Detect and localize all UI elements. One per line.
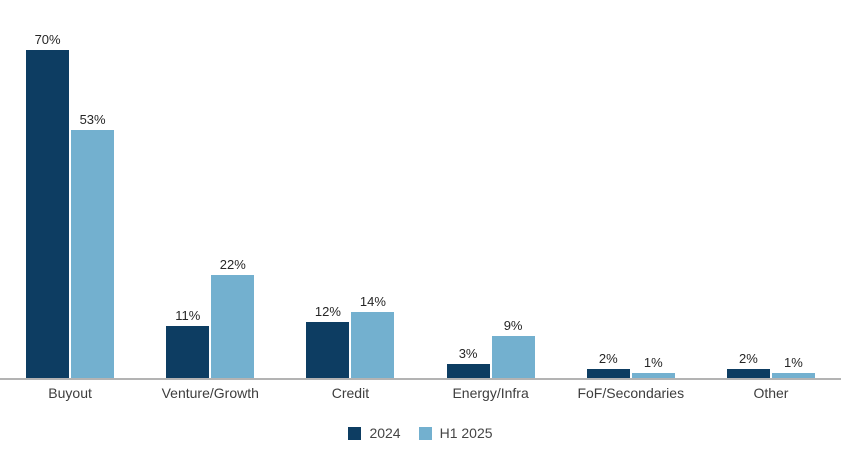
value-label: 9% — [503, 318, 523, 333]
x-axis-category-labels: Buyout Venture/Growth Credit Energy/Infra Fo… — [0, 385, 841, 401]
bar-pair: 12% 14% — [306, 294, 395, 378]
bar-wrap: 53% — [71, 112, 115, 378]
plot-area: 70% 53% 11% 22% 12% 14% 3% 9% 2% 1% 2% 1% — [0, 0, 841, 378]
legend: 2024 H1 2025 — [0, 426, 841, 440]
value-label: 14% — [359, 294, 386, 309]
value-label: 2% — [739, 351, 758, 366]
bar-2024 — [166, 326, 210, 378]
bar-group-buyout: 70% 53% — [0, 0, 140, 378]
value-label: 11% — [175, 308, 201, 323]
bar-2024 — [26, 50, 70, 378]
category-label: Other — [753, 385, 789, 401]
category-label: Energy/Infra — [452, 385, 529, 401]
bar-wrap: 2% — [586, 351, 630, 378]
legend-swatch-h1-2025 — [418, 426, 432, 440]
bar-wrap: 70% — [26, 32, 70, 378]
bar-h1-2025 — [211, 275, 255, 378]
value-label: 1% — [643, 355, 663, 370]
bar-wrap: 3% — [446, 346, 490, 378]
bar-wrap: 11% — [166, 308, 210, 378]
bar-wrap: 2% — [726, 351, 770, 378]
bar-2024 — [586, 369, 630, 378]
category-label: FoF/Secondaries — [577, 385, 685, 401]
bar-wrap: 12% — [306, 304, 350, 378]
bar-wrap: 1% — [631, 355, 675, 378]
bar-2024 — [446, 364, 490, 378]
bar-wrap: 1% — [771, 355, 815, 378]
value-label: 1% — [784, 355, 803, 370]
bar-2024 — [726, 369, 770, 378]
legend-label-h1-2025: H1 2025 — [439, 425, 493, 441]
category-label: Credit — [331, 385, 370, 401]
value-label: 22% — [219, 257, 246, 272]
value-label: 2% — [598, 351, 618, 366]
bar-pair: 2% 1% — [726, 351, 815, 378]
legend-item-2024: 2024 — [348, 425, 401, 441]
bar-wrap: 9% — [491, 318, 535, 378]
category-label: Buyout — [48, 385, 92, 401]
x-axis-line — [0, 378, 841, 380]
bar-h1-2025 — [631, 373, 675, 378]
bar-h1-2025 — [491, 336, 535, 378]
bar-pair: 3% 9% — [446, 318, 535, 378]
legend-swatch-2024 — [348, 426, 362, 440]
bar-2024 — [306, 322, 350, 378]
bar-group-credit: 12% 14% — [280, 0, 420, 378]
bar-group-energy-infra: 3% 9% — [421, 0, 561, 378]
bar-group-fof-secondaries: 2% 1% — [561, 0, 701, 378]
value-label: 70% — [34, 32, 61, 47]
bar-h1-2025 — [771, 373, 815, 378]
bar-wrap: 14% — [351, 294, 395, 378]
bar-group-other: 2% 1% — [701, 0, 841, 378]
legend-item-h1-2025: H1 2025 — [418, 425, 493, 441]
category-label: Venture/Growth — [161, 385, 259, 401]
bar-h1-2025 — [351, 312, 395, 378]
bar-pair: 11% 22% — [166, 257, 255, 378]
bar-pair: 70% 53% — [26, 32, 115, 378]
legend-label-2024: 2024 — [369, 425, 401, 441]
bar-wrap: 22% — [211, 257, 255, 378]
bar-group-venture-growth: 11% 22% — [140, 0, 280, 378]
value-label: 3% — [458, 346, 478, 361]
value-label: 53% — [79, 112, 106, 127]
value-label: 12% — [314, 304, 341, 319]
bar-pair: 2% 1% — [586, 351, 675, 378]
bar-h1-2025 — [71, 130, 115, 378]
